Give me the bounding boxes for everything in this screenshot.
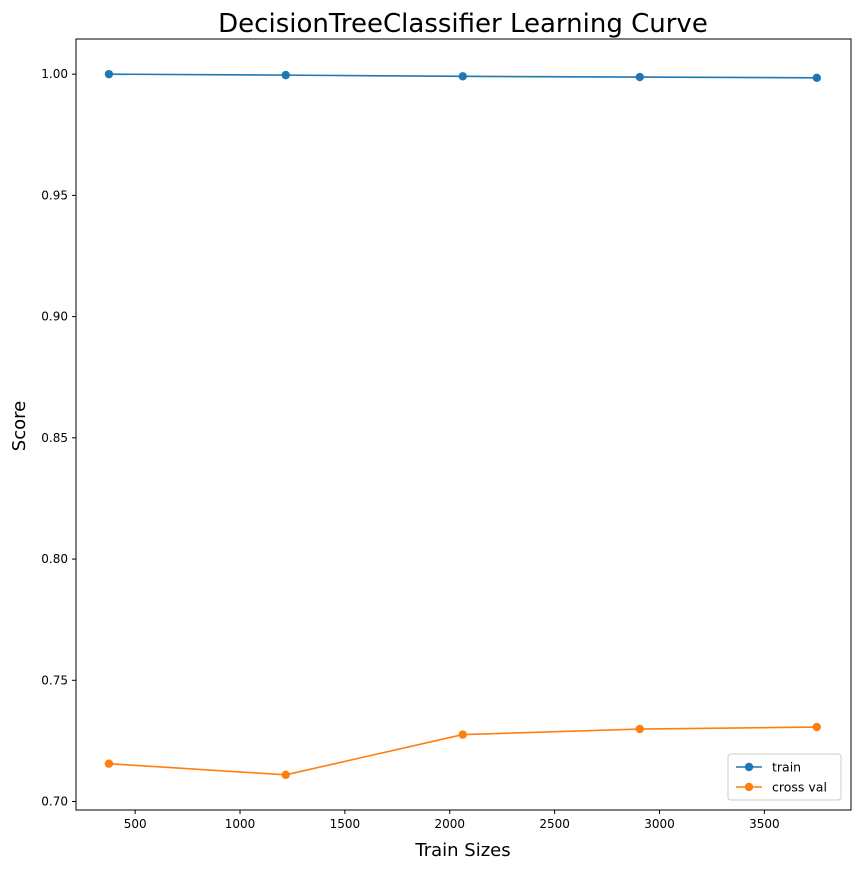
- x-tick-label: 3500: [749, 817, 780, 831]
- series-layer: [104, 69, 822, 780]
- y-tick-label: 0.90: [41, 310, 68, 324]
- legend-label: cross val: [772, 780, 827, 795]
- y-tick-label: 1.00: [41, 67, 68, 81]
- data-point-train: [812, 73, 822, 82]
- x-tick-label: 3000: [644, 817, 675, 831]
- x-tick-label: 1500: [330, 817, 361, 831]
- data-point-cross-val: [458, 730, 467, 739]
- y-tick-label: 0.70: [41, 795, 68, 809]
- data-point-train: [104, 69, 114, 79]
- legend-box: [727, 753, 842, 801]
- y-tick-label: 0.75: [41, 673, 68, 687]
- x-tick-label: 500: [124, 817, 147, 831]
- y-tick-label: 0.80: [41, 552, 68, 566]
- data-point-cross-val: [104, 759, 114, 768]
- data-point-train: [281, 70, 290, 80]
- data-point-train: [458, 72, 467, 81]
- data-point-cross-val: [281, 770, 290, 780]
- x-tick-label: 1000: [225, 817, 256, 831]
- legend-label: train: [772, 760, 801, 775]
- legend: train cross val: [727, 753, 842, 801]
- legend-swatch-marker: [744, 762, 754, 772]
- legend-swatch-marker: [744, 782, 754, 792]
- data-point-train: [635, 72, 644, 82]
- series-cross-val: [104, 722, 822, 780]
- legend-entry-train: train: [736, 760, 801, 775]
- x-tick-label: 2500: [539, 817, 570, 831]
- x-axis-title: Train Sizes: [414, 840, 510, 861]
- x-axis: 500 1000 1500 2000 2500 3000 3500: [124, 810, 780, 831]
- y-tick-label: 0.85: [41, 431, 68, 445]
- y-axis-title: Score: [9, 401, 30, 451]
- data-point-cross-val: [812, 722, 822, 732]
- legend-entry-cross-val: cross val: [736, 780, 827, 795]
- chart-title: DecisionTreeClassifier Learning Curve: [218, 9, 708, 39]
- x-tick-label: 2000: [434, 817, 465, 831]
- series-train: [104, 69, 822, 82]
- plot-area: [75, 38, 852, 811]
- data-point-cross-val: [635, 724, 644, 734]
- y-axis: 0.70 0.75 0.80 0.85 0.90 0.95 1.00: [41, 67, 76, 809]
- y-tick-label: 0.95: [41, 188, 68, 202]
